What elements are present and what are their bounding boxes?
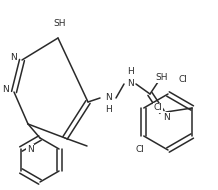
- Text: N: N: [10, 54, 17, 63]
- Text: N: N: [127, 79, 133, 89]
- Text: N: N: [2, 86, 9, 94]
- Text: Cl: Cl: [135, 146, 144, 154]
- Text: Cl: Cl: [178, 75, 187, 85]
- Text: H: H: [127, 67, 133, 77]
- Text: N: N: [163, 112, 169, 121]
- Text: H: H: [105, 105, 111, 115]
- Text: Cl: Cl: [154, 104, 163, 112]
- Text: SH: SH: [156, 74, 168, 82]
- Text: N: N: [27, 145, 34, 154]
- Text: N: N: [105, 93, 111, 102]
- Text: SH: SH: [54, 20, 66, 28]
